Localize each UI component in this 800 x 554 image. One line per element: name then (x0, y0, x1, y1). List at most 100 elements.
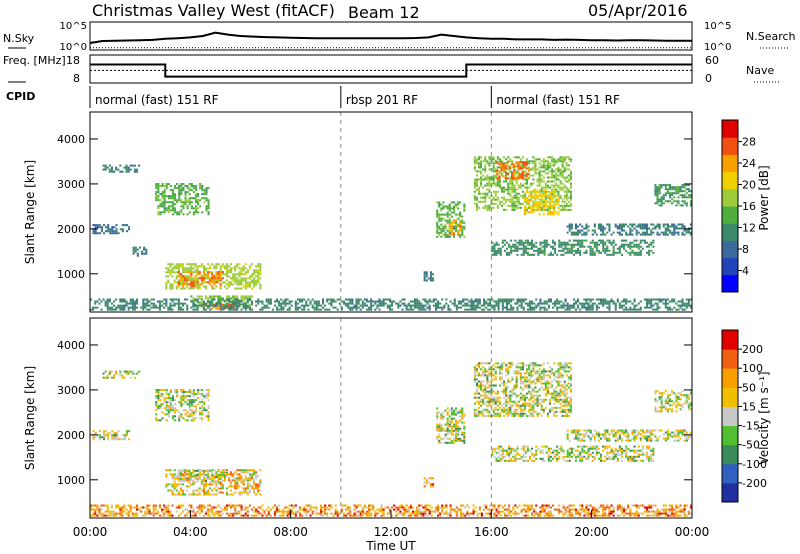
power-cell (434, 308, 437, 311)
power-cell (464, 308, 467, 311)
power-cell (449, 300, 452, 303)
power-cell (165, 275, 168, 278)
power-cell (585, 249, 588, 252)
velocity-cell (115, 438, 118, 441)
power-cell (581, 306, 584, 309)
power-cell (225, 269, 228, 272)
velocity-cell (198, 508, 201, 511)
power-cell (673, 196, 676, 199)
power-cell (528, 160, 531, 163)
power-cell (600, 223, 603, 226)
power-cell (409, 304, 412, 307)
power-cell (169, 201, 172, 204)
velocity-cell (445, 510, 448, 513)
velocity-cell (188, 389, 191, 392)
power-cell (556, 306, 559, 309)
velocity-cell (190, 471, 193, 474)
velocity-cell (361, 506, 364, 509)
velocity-cell (476, 514, 479, 517)
velocity-cell (192, 489, 195, 492)
power-cell (553, 205, 556, 208)
velocity-cell (253, 471, 256, 474)
power-cell (648, 298, 651, 301)
velocity-cell (234, 471, 237, 474)
power-cell (495, 302, 498, 305)
power-cell (128, 226, 131, 229)
velocity-cell (240, 475, 243, 478)
power-cell (523, 186, 526, 189)
power-cell (637, 308, 640, 311)
velocity-cell (201, 419, 204, 422)
power-cell (570, 223, 573, 226)
power-cell (349, 308, 352, 311)
power-cell (549, 162, 552, 165)
power-cell (202, 302, 205, 305)
power-cell (207, 205, 210, 208)
power-cell (646, 227, 649, 230)
velocity-cell (138, 370, 141, 373)
power-cell (296, 302, 299, 305)
power-cell (577, 241, 580, 244)
power-cell (602, 243, 605, 246)
velocity-cell (215, 510, 218, 513)
power-cell (217, 281, 220, 284)
velocity-cell (253, 489, 256, 492)
power-cell (637, 223, 640, 226)
power-cell (175, 285, 178, 288)
power-cell (516, 302, 519, 305)
power-cell (643, 298, 646, 301)
power-cell (679, 204, 682, 207)
power-cell (486, 206, 489, 209)
velocity-cell (453, 508, 456, 511)
power-cell (602, 245, 605, 248)
power-cell (253, 273, 256, 276)
power-cell (190, 273, 193, 276)
velocity-cell (240, 493, 243, 496)
velocity-cell (253, 481, 256, 484)
power-cell (448, 203, 451, 206)
power-cell (228, 285, 231, 288)
power-cell (673, 306, 676, 309)
power-cell (551, 174, 554, 177)
power-cell (215, 305, 218, 308)
velocity-cell (395, 510, 398, 513)
velocity-cell (311, 512, 314, 515)
power-cell (205, 287, 208, 290)
power-cell (163, 302, 166, 305)
power-cell (232, 299, 235, 302)
power-cell (563, 166, 566, 169)
power-cell (213, 304, 216, 307)
power-cell (455, 308, 458, 311)
power-cell (470, 300, 473, 303)
power-cell (671, 231, 674, 234)
power-cell (516, 298, 519, 301)
power-cell (633, 253, 636, 256)
power-cell (509, 158, 512, 161)
power-cell (113, 304, 116, 307)
velocity-cell (211, 510, 214, 513)
power-cell (545, 300, 548, 303)
power-cell (330, 298, 333, 301)
power-cell (654, 194, 657, 197)
velocity-cell (169, 407, 172, 410)
power-cell (512, 298, 515, 301)
power-cell (530, 207, 533, 210)
velocity-cell (478, 512, 481, 515)
velocity-cell (192, 475, 195, 478)
power-cell (242, 297, 245, 300)
power-cell (426, 306, 429, 309)
power-cell (121, 230, 124, 233)
velocity-cell (315, 506, 318, 509)
velocity-cell (259, 485, 262, 488)
velocity-cell (257, 512, 260, 515)
velocity-cell (186, 512, 189, 515)
velocity-cell (353, 508, 356, 511)
power-cell (246, 306, 249, 309)
power-cell (219, 301, 222, 304)
power-cell (526, 202, 529, 205)
velocity-cell (244, 477, 247, 480)
velocity-cell (217, 481, 220, 484)
power-cell (196, 304, 199, 307)
power-cell (526, 180, 529, 183)
power-cell (450, 223, 453, 226)
